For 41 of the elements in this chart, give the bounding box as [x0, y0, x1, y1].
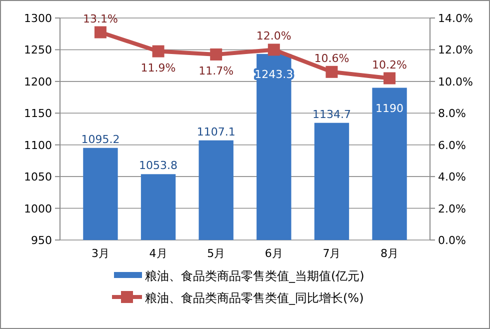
x-tick-label: 8月: [380, 247, 399, 260]
legend-label: 粮油、食品类商品零售类值_同比增长(%): [145, 291, 364, 305]
y-tick-label: 1150: [24, 107, 52, 120]
data-label: 10.2%: [372, 58, 408, 72]
y2-tick-label: 10.0%: [438, 75, 473, 88]
x-tick-label: 5月: [207, 247, 226, 260]
y-tick-label: 950: [31, 234, 52, 247]
point: [384, 72, 396, 84]
x-tick-label: 3月: [91, 247, 110, 260]
y2-tick-label: 12.0%: [438, 44, 473, 57]
y-tick-label: 1300: [24, 12, 52, 25]
y2-tick-label: 6.0%: [438, 138, 466, 152]
y2-tick-label: 14.0%: [438, 12, 473, 25]
y2-tick-label: 2.0%: [438, 202, 466, 216]
y2-tick-label: 8.0%: [438, 107, 466, 120]
y-tick-label: 1000: [24, 202, 52, 216]
data-label: 13.1%: [82, 12, 118, 26]
data-label: 10.6%: [314, 52, 350, 65]
point: [152, 45, 164, 58]
point: [326, 66, 338, 78]
data-label: 11.7%: [198, 64, 234, 78]
legend-label: 粮油、食品类商品零售类值_当期值(亿元): [145, 269, 364, 283]
data-label: 1095.2: [81, 132, 120, 146]
data-label: 1190: [376, 102, 404, 115]
point: [94, 26, 106, 38]
data-label: 1053.8: [139, 159, 178, 172]
x-tick-label: 4月: [149, 247, 168, 260]
y-tick-label: 1050: [24, 170, 52, 184]
data-label: 1107.1: [196, 125, 236, 138]
y2-tick-label: 0.0%: [438, 234, 466, 247]
y-tick-label: 1100: [24, 138, 52, 152]
data-label: 12.0%: [256, 30, 292, 43]
x-tick-label: 6月: [264, 247, 283, 260]
y-tick-label: 1200: [24, 75, 52, 88]
point: [210, 48, 222, 60]
point: [268, 44, 280, 56]
y-tick-label: 1250: [24, 44, 52, 57]
x-tick-label: 7月: [322, 247, 341, 260]
y2-tick-label: 4.0%: [438, 170, 466, 184]
data-label: 1134.7: [312, 108, 351, 121]
data-label: 11.9%: [140, 61, 176, 74]
